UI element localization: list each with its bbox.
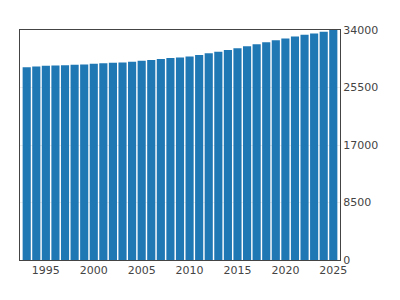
svg-text:2005: 2005	[128, 264, 156, 277]
svg-text:0: 0	[343, 254, 350, 267]
svg-text:17000: 17000	[343, 139, 378, 152]
svg-text:8500: 8500	[343, 196, 371, 209]
svg-text:1995: 1995	[32, 264, 60, 277]
svg-text:34000: 34000	[343, 24, 378, 37]
svg-text:2025: 2025	[319, 264, 347, 277]
svg-text:2020: 2020	[271, 264, 299, 277]
svg-text:2000: 2000	[80, 264, 108, 277]
svg-text:25500: 25500	[343, 81, 378, 94]
svg-text:2010: 2010	[176, 264, 204, 277]
svg-text:2015: 2015	[223, 264, 251, 277]
